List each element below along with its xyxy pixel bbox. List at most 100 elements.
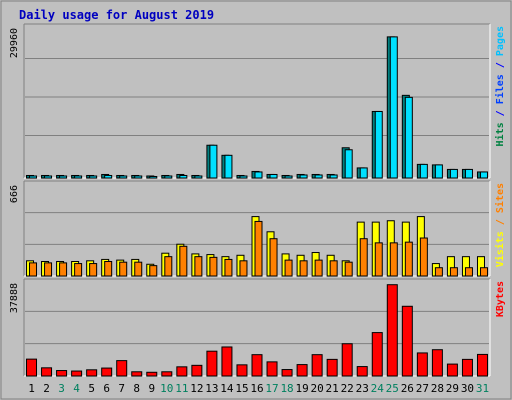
bar-sites-day-14 [224, 258, 233, 277]
bar-kbytes-day-7 [116, 360, 128, 377]
bar-files-day-23 [359, 167, 368, 179]
bar-files-day-6 [104, 174, 113, 179]
bar-files-day-11 [179, 174, 188, 179]
bar-kbytes-day-24 [371, 332, 383, 377]
x-tick-label-day-1: 1 [28, 382, 35, 395]
bar-sites-day-11 [179, 245, 188, 277]
bar-sites-day-3 [59, 262, 68, 277]
bar-sites-day-21 [329, 260, 338, 277]
x-tick-label-day-22: 22 [341, 382, 354, 395]
bar-files-day-26 [404, 96, 413, 179]
x-tick-label-day-21: 21 [326, 382, 339, 395]
panel-middle-ymax-label: 666 [9, 185, 20, 203]
bar-sites-day-4 [74, 263, 83, 277]
bar-files-day-4 [74, 175, 83, 179]
bar-kbytes-day-13 [206, 350, 218, 377]
bar-sites-day-31 [479, 267, 488, 277]
x-tick-label-day-28: 28 [431, 382, 444, 395]
x-tick-label-day-30: 30 [461, 382, 474, 395]
x-tick-label-day-12: 12 [190, 382, 203, 395]
x-tick-label-day-3: 3 [58, 382, 65, 395]
bar-files-day-13 [209, 144, 218, 179]
x-tick-label-day-8: 8 [133, 382, 140, 395]
bar-files-day-14 [224, 154, 233, 179]
bar-files-day-5 [89, 175, 98, 179]
bar-kbytes-day-19 [296, 364, 308, 377]
bar-kbytes-day-22 [341, 343, 353, 377]
x-tick-label-day-17: 17 [265, 382, 278, 395]
bar-sites-day-12 [194, 256, 203, 277]
legend-entry: Sites [494, 183, 506, 213]
x-tick-label-day-18: 18 [280, 382, 293, 395]
panel-bottom-ymax-label: 37888 [9, 283, 20, 313]
bar-sites-day-9 [149, 265, 158, 277]
x-tick-label-day-11: 11 [175, 382, 188, 395]
panel-middle-legend: Visits / Sites [494, 183, 506, 267]
bar-kbytes-day-1 [26, 358, 38, 377]
bar-kbytes-day-17 [266, 361, 278, 377]
legend-entry: / [495, 104, 506, 122]
bar-sites-day-22 [344, 261, 353, 277]
bar-files-day-18 [284, 175, 293, 179]
bar-files-day-25 [389, 36, 398, 179]
bar-sites-day-28 [434, 267, 443, 277]
bar-files-day-10 [164, 175, 173, 179]
x-axis-labels: 1 2 3 4 5 6 7 8 9 10 11 12 13 14 15 16 17 18 19 20 21 22 23 24 2… [28, 382, 489, 395]
bar-files-day-16 [254, 171, 263, 179]
bar-files-day-24 [374, 110, 383, 179]
x-tick-label-day-20: 20 [311, 382, 324, 395]
legend-entry: Visits [494, 231, 506, 267]
bar-sites-day-19 [299, 260, 308, 277]
bar-files-day-30 [464, 168, 473, 179]
bar-files-day-3 [59, 175, 68, 179]
bar-kbytes-day-10 [161, 371, 173, 377]
bar-sites-day-20 [314, 259, 323, 277]
panel-bottom-legend: KBytes [495, 281, 506, 317]
legend-entry: Pages [495, 26, 506, 56]
bar-sites-day-24 [374, 242, 383, 277]
bar-files-day-2 [44, 175, 53, 179]
bar-sites-day-27 [419, 237, 428, 277]
x-tick-label-day-10: 10 [160, 382, 173, 395]
bar-sites-day-2 [44, 262, 53, 277]
bar-files-day-22 [344, 149, 353, 179]
bar-kbytes-day-11 [176, 366, 188, 377]
bar-kbytes-day-4 [71, 370, 83, 377]
bar-files-day-15 [239, 175, 248, 179]
x-tick-label-day-25: 25 [386, 382, 399, 395]
bar-sites-day-10 [164, 256, 173, 277]
bar-sites-day-26 [404, 241, 413, 277]
bar-files-day-17 [269, 173, 278, 179]
bar-sites-day-1 [29, 262, 38, 277]
panel-top-legend: Hits / Files / Pages [494, 26, 506, 146]
bar-kbytes-day-15 [236, 364, 248, 377]
bar-kbytes-day-29 [446, 363, 458, 377]
bar-files-day-12 [194, 175, 203, 179]
bar-sites-day-18 [284, 259, 293, 277]
legend-entry: Files [494, 74, 506, 104]
bar-sites-day-13 [209, 256, 218, 277]
x-tick-label-day-6: 6 [103, 382, 110, 395]
bar-sites-day-29 [449, 267, 458, 277]
bar-kbytes-day-27 [416, 352, 428, 377]
bar-files-day-19 [299, 174, 308, 179]
chart-title: Daily usage for August 2019 [19, 8, 214, 22]
x-tick-label-day-26: 26 [401, 382, 414, 395]
x-tick-label-day-15: 15 [235, 382, 248, 395]
bar-kbytes-day-30 [461, 358, 473, 377]
bar-files-day-7 [119, 175, 128, 179]
legend-entry: / [495, 56, 506, 74]
legend-entry: Hits [494, 122, 506, 146]
panel-top-ymax-label: 29960 [9, 28, 20, 58]
panel-bottom: 37888 KBytes [9, 278, 506, 377]
bar-files-day-27 [419, 163, 428, 179]
bar-kbytes-day-8 [131, 371, 143, 377]
bar-sites-day-25 [389, 242, 398, 277]
bar-sites-day-6 [104, 260, 113, 277]
x-tick-label-day-2: 2 [43, 382, 50, 395]
bar-sites-day-17 [269, 238, 278, 277]
bar-kbytes-day-26 [401, 305, 413, 377]
legend-entry: KBytes [495, 281, 506, 317]
x-tick-label-day-16: 16 [250, 382, 263, 395]
